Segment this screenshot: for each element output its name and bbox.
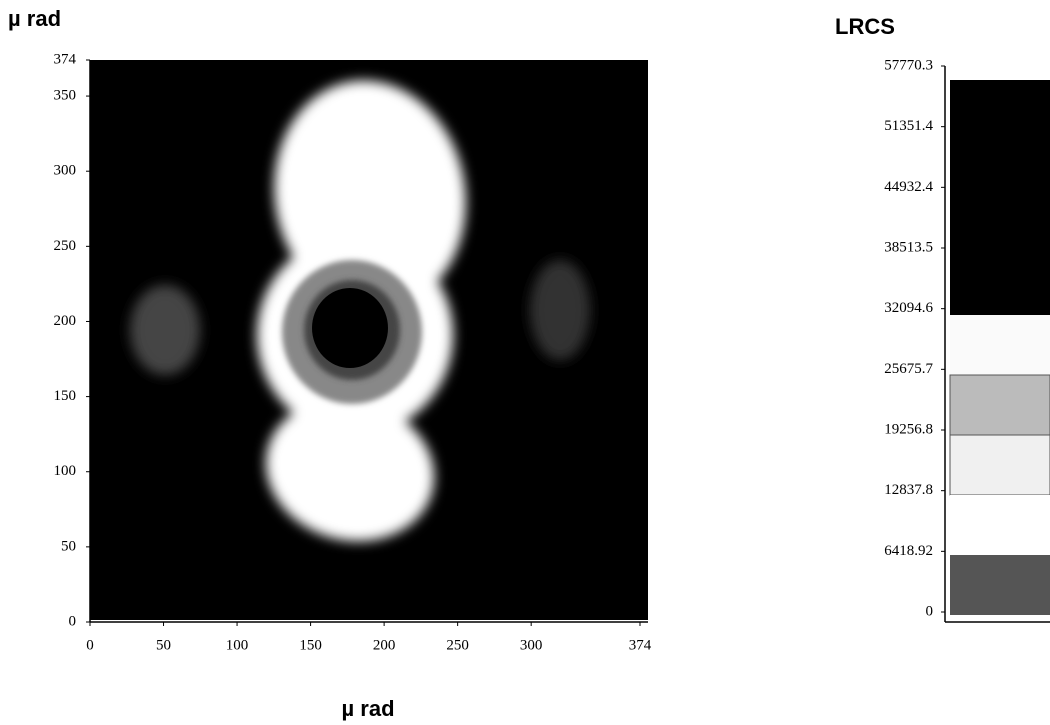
y-tick-label: 100 — [54, 463, 77, 479]
scattering-image — [90, 60, 648, 620]
y-axis-label: µ rad — [8, 6, 61, 31]
colorbar-tick-label: 57770.3 — [884, 57, 933, 73]
colorbar-tick-label: 25675.7 — [884, 361, 933, 377]
y-tick-label: 350 — [54, 88, 77, 104]
y-tick-label: 50 — [61, 538, 76, 554]
colorbar-tick-label: 12837.8 — [884, 482, 933, 498]
colorbar-tick-label: 32094.6 — [884, 300, 933, 316]
x-tick-label: 50 — [156, 637, 171, 653]
x-tick-label: 0 — [86, 637, 94, 653]
x-tick-label: 250 — [446, 637, 469, 653]
x-tick-label: 200 — [373, 637, 396, 653]
y-tick-label: 200 — [54, 313, 77, 329]
x-tick-label: 300 — [520, 637, 543, 653]
y-tick-label: 0 — [69, 613, 77, 629]
y-tick-label: 374 — [54, 51, 77, 67]
y-tick-label: 150 — [54, 388, 77, 404]
colorbar-tick-label: 6418.92 — [884, 543, 933, 559]
colorbar-tick-label: 44932.4 — [884, 179, 933, 195]
y-tick-label: 250 — [54, 238, 77, 254]
x-axis-label: µ rad — [341, 696, 394, 721]
colorbar-title: LRCS — [835, 14, 895, 39]
x-tick-label: 374 — [629, 637, 652, 653]
colorbar-tick-label: 19256.8 — [884, 421, 933, 437]
y-tick-label: 300 — [54, 163, 77, 179]
colorbar-tick-label: 51351.4 — [884, 118, 933, 134]
colorbar-tick-label: 0 — [926, 603, 934, 619]
x-tick-label: 100 — [226, 637, 249, 653]
colorbar-image — [944, 66, 1050, 623]
x-tick-label: 150 — [299, 637, 322, 653]
colorbar-tick-label: 38513.5 — [884, 239, 933, 255]
